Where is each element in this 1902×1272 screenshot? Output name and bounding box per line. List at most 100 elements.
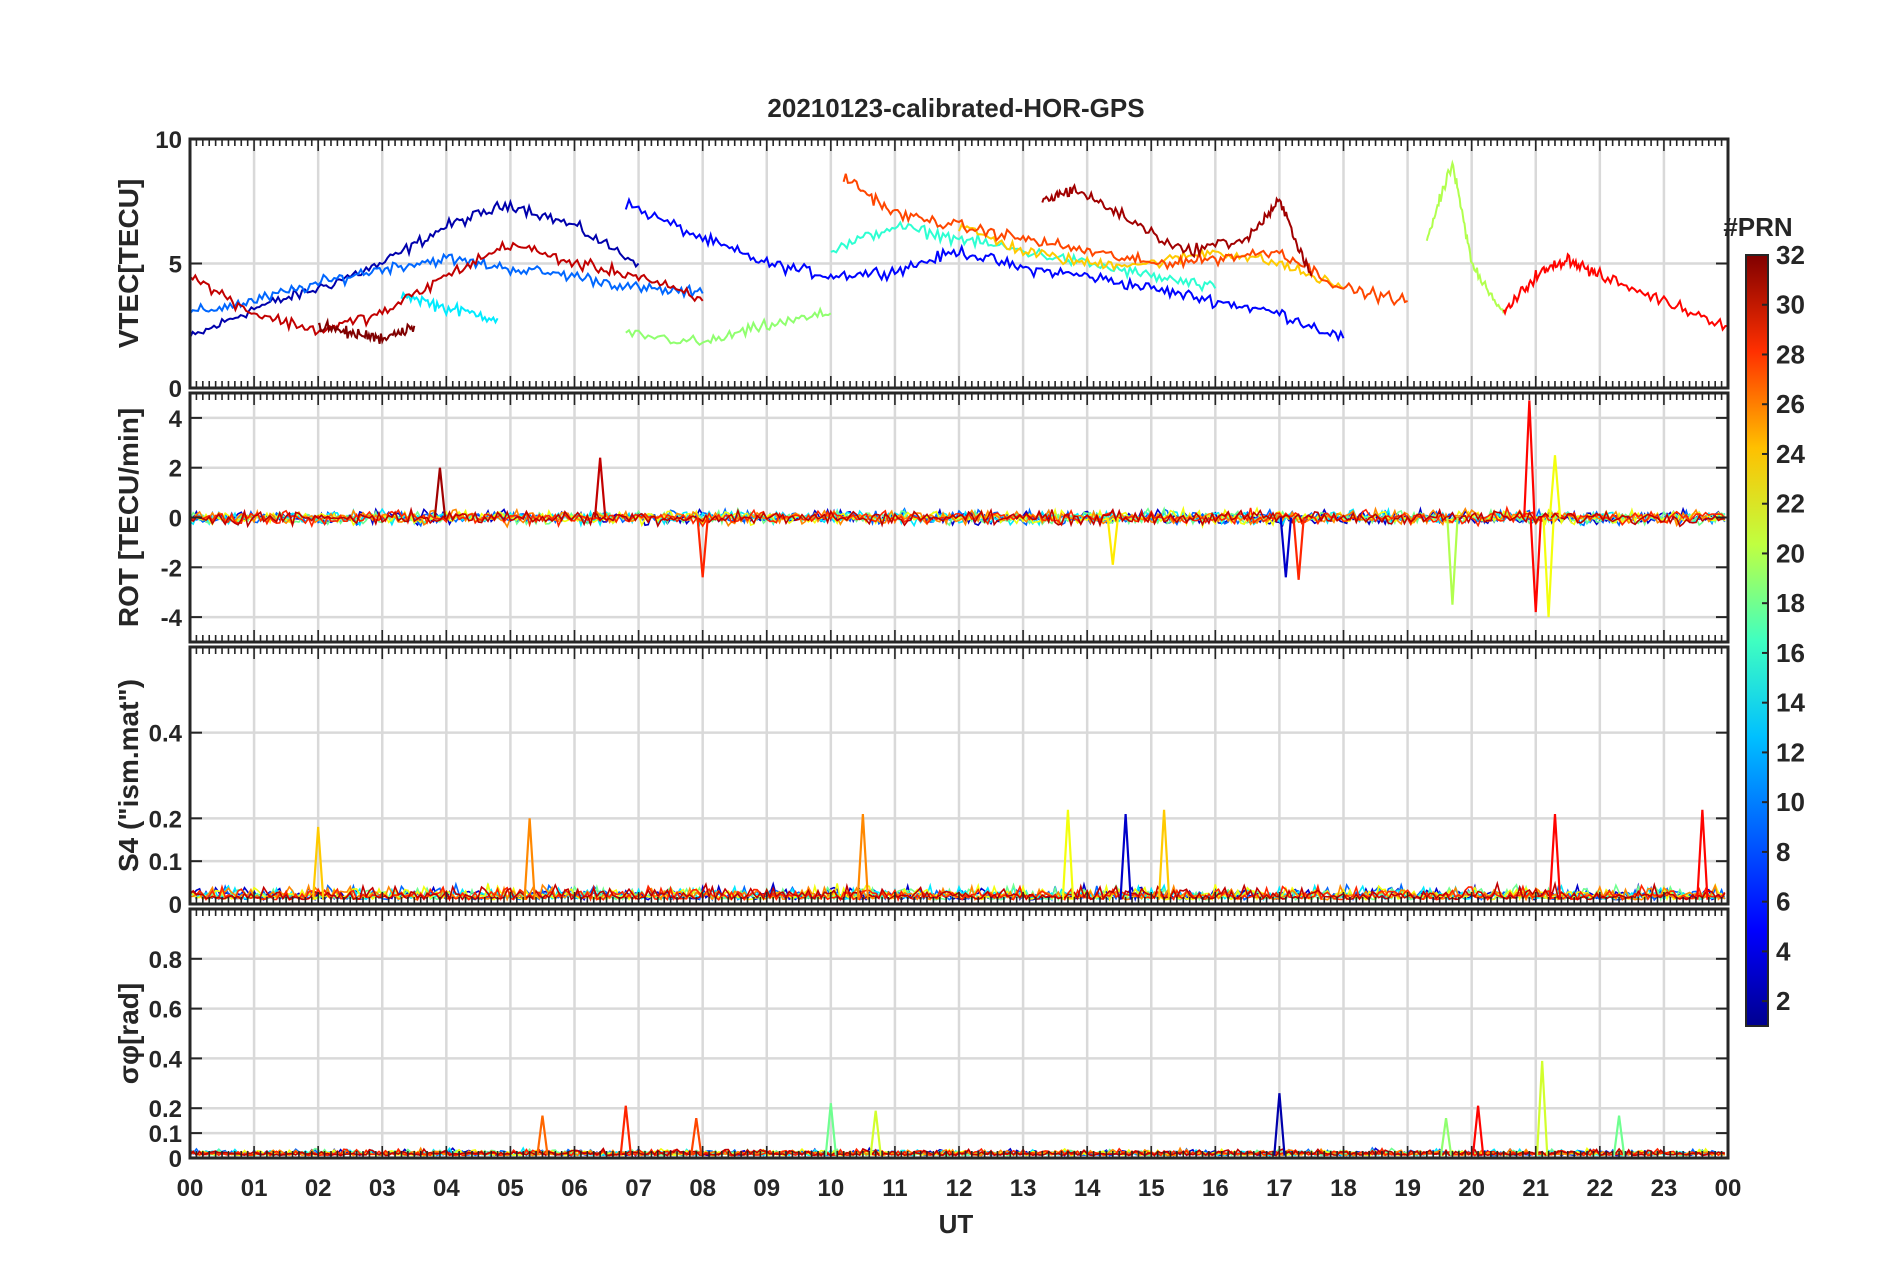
panel-vtec: 0 5 10 VTEC[TECU] xyxy=(113,127,1730,403)
x-tick-label: 06 xyxy=(561,1175,588,1202)
spike-prn-22 xyxy=(1157,809,1171,900)
colorbar-tick-label: 16 xyxy=(1776,638,1805,668)
spike-prn-28 xyxy=(1471,1105,1485,1156)
colorbar-tick-label: 18 xyxy=(1776,588,1805,618)
spike-prn-28 xyxy=(1548,813,1562,900)
colorbar-tick-label: 28 xyxy=(1776,339,1805,369)
vtec-line-prn-32 xyxy=(317,317,416,345)
x-tick-label: 15 xyxy=(1138,1175,1165,1202)
y-tick-label: 0 xyxy=(169,376,182,403)
spike-prn-24 xyxy=(856,813,870,900)
spike-prn-19 xyxy=(1535,1060,1549,1156)
vtec-line-prn-28 xyxy=(1502,252,1728,332)
x-tick-label: 16 xyxy=(1202,1175,1229,1202)
y-axis-label: S4 ("ism.mat") xyxy=(113,679,144,872)
y-tick-label: 0.2 xyxy=(149,806,182,833)
colorbar-tick-label: 2 xyxy=(1776,986,1790,1016)
spike-prn-16 xyxy=(824,1103,838,1156)
y-tick-label: 2 xyxy=(169,456,182,483)
x-tick-label: 04 xyxy=(433,1175,460,1202)
figure-title: 20210123-calibrated-HOR-GPS xyxy=(767,93,1144,123)
x-tick-label: 00 xyxy=(177,1175,204,1202)
y-tick-label: 0.8 xyxy=(149,947,182,974)
spike-prn-3 xyxy=(1279,517,1293,578)
y-tick-label: -2 xyxy=(161,555,182,582)
x-tick-label: 09 xyxy=(753,1175,780,1202)
panel-sigma-phi: 00.10.2 0.4 0.6 0.8σφ[rad] xyxy=(113,907,1730,1173)
panel-s4: 0 0.1 0.2 0.4S4 ("ism.mat") xyxy=(113,645,1730,919)
y-tick-label: 0 xyxy=(169,506,182,533)
x-tick-label: 10 xyxy=(817,1175,844,1202)
noise-line-prn-27 xyxy=(190,505,1726,529)
spike-prn-28 xyxy=(1523,400,1536,518)
y-tick-label: 0.1 xyxy=(149,1121,182,1148)
panel-rot: 4 2 0 -2 -4 ROT [TECU/min] xyxy=(113,391,1730,644)
spike-prn-2 xyxy=(1273,1093,1286,1156)
spike-prn-24 xyxy=(523,818,536,900)
x-tick-label: 21 xyxy=(1522,1175,1549,1202)
spike-prn-26 xyxy=(690,1118,703,1156)
colorbar-tick-label: 4 xyxy=(1776,936,1791,966)
colorbar-tick-label: 24 xyxy=(1776,439,1805,469)
x-tick-label: 17 xyxy=(1266,1175,1293,1202)
spike-prn-20 xyxy=(1548,455,1562,518)
x-tick-label: 03 xyxy=(369,1175,396,1202)
y-axis-label: ROT [TECU/min] xyxy=(113,408,144,627)
y-tick-label: 10 xyxy=(155,127,182,154)
y-tick-label: 0.4 xyxy=(149,721,183,748)
x-tick-label: 12 xyxy=(946,1175,973,1202)
spike-prn-20 xyxy=(1542,517,1555,618)
x-tick-label: 14 xyxy=(1074,1175,1101,1202)
x-tick-label: 22 xyxy=(1586,1175,1613,1202)
y-axis-label: VTEC[TECU] xyxy=(113,179,144,349)
spike-prn-16 xyxy=(1612,1115,1626,1156)
vtec-line-prn-18 xyxy=(1425,159,1505,314)
x-axis-label: UT xyxy=(939,1209,974,1239)
spike-prn-18 xyxy=(1446,517,1459,605)
spike-prn-3 xyxy=(1119,813,1132,900)
y-tick-label: 0 xyxy=(169,892,182,919)
vtec-line-prn-5 xyxy=(624,196,1345,343)
x-tick-label: 23 xyxy=(1651,1175,1678,1202)
x-tick-label: 02 xyxy=(305,1175,332,1202)
colorbar-label: #PRN xyxy=(1723,212,1792,242)
y-tick-label: 0.2 xyxy=(149,1096,182,1123)
y-tick-label: 4 xyxy=(169,406,183,433)
vtec-line-prn-2 xyxy=(190,198,640,339)
x-tick-label: 19 xyxy=(1394,1175,1421,1202)
colorbar-tick-label: 20 xyxy=(1776,538,1805,568)
vtec-line-prn-31 xyxy=(1041,182,1313,277)
x-tick-label: 08 xyxy=(689,1175,716,1202)
vtec-line-prn-17 xyxy=(625,306,832,346)
spike-prn-21 xyxy=(1106,517,1120,565)
spike-prn-17 xyxy=(1439,1118,1453,1156)
vtec-line-prn-30 xyxy=(190,239,704,337)
spike-prn-27 xyxy=(619,1105,632,1156)
colorbar-tick-label: 8 xyxy=(1776,837,1790,867)
x-tick-label: 05 xyxy=(497,1175,524,1202)
spike-prn-25 xyxy=(536,1115,549,1156)
x-tick-label: 11 xyxy=(882,1175,907,1202)
colorbar-ticks: 32 30 28 26 24 22 20 18 16 14 12 10 8 6 4 2 xyxy=(1762,240,1805,1016)
x-tick-label: 01 xyxy=(241,1175,268,1202)
spike-prn-27 xyxy=(1292,517,1305,580)
spike-prn-19 xyxy=(869,1110,882,1156)
x-axis-tick-labels: 00 01 02 03 04 05 06 07 08 09 10 11 12 13 14 15 16 17 18 19… xyxy=(177,1175,1742,1202)
colorbar-tick-label: 26 xyxy=(1776,389,1805,419)
data-series xyxy=(190,400,1726,618)
x-tick-label: 07 xyxy=(625,1175,652,1202)
y-tick-label: 0.4 xyxy=(149,1046,183,1073)
colorbar-gradient xyxy=(1745,254,1769,1027)
y-tick-label: 5 xyxy=(169,252,182,279)
colorbar-tick-label: 32 xyxy=(1776,240,1805,270)
y-tick-label: 0.1 xyxy=(149,849,182,876)
vtec-line-prn-12 xyxy=(400,290,499,325)
y-axis-label: σφ[rad] xyxy=(113,983,144,1084)
y-tick-label: 0 xyxy=(169,1146,182,1173)
spike-prn-28 xyxy=(1529,517,1542,613)
noise-line-prn-20 xyxy=(190,505,1726,529)
colorbar-tick-label: 6 xyxy=(1776,887,1790,917)
colorbar-tick-label: 30 xyxy=(1776,290,1805,320)
x-tick-label: 13 xyxy=(1010,1175,1037,1202)
